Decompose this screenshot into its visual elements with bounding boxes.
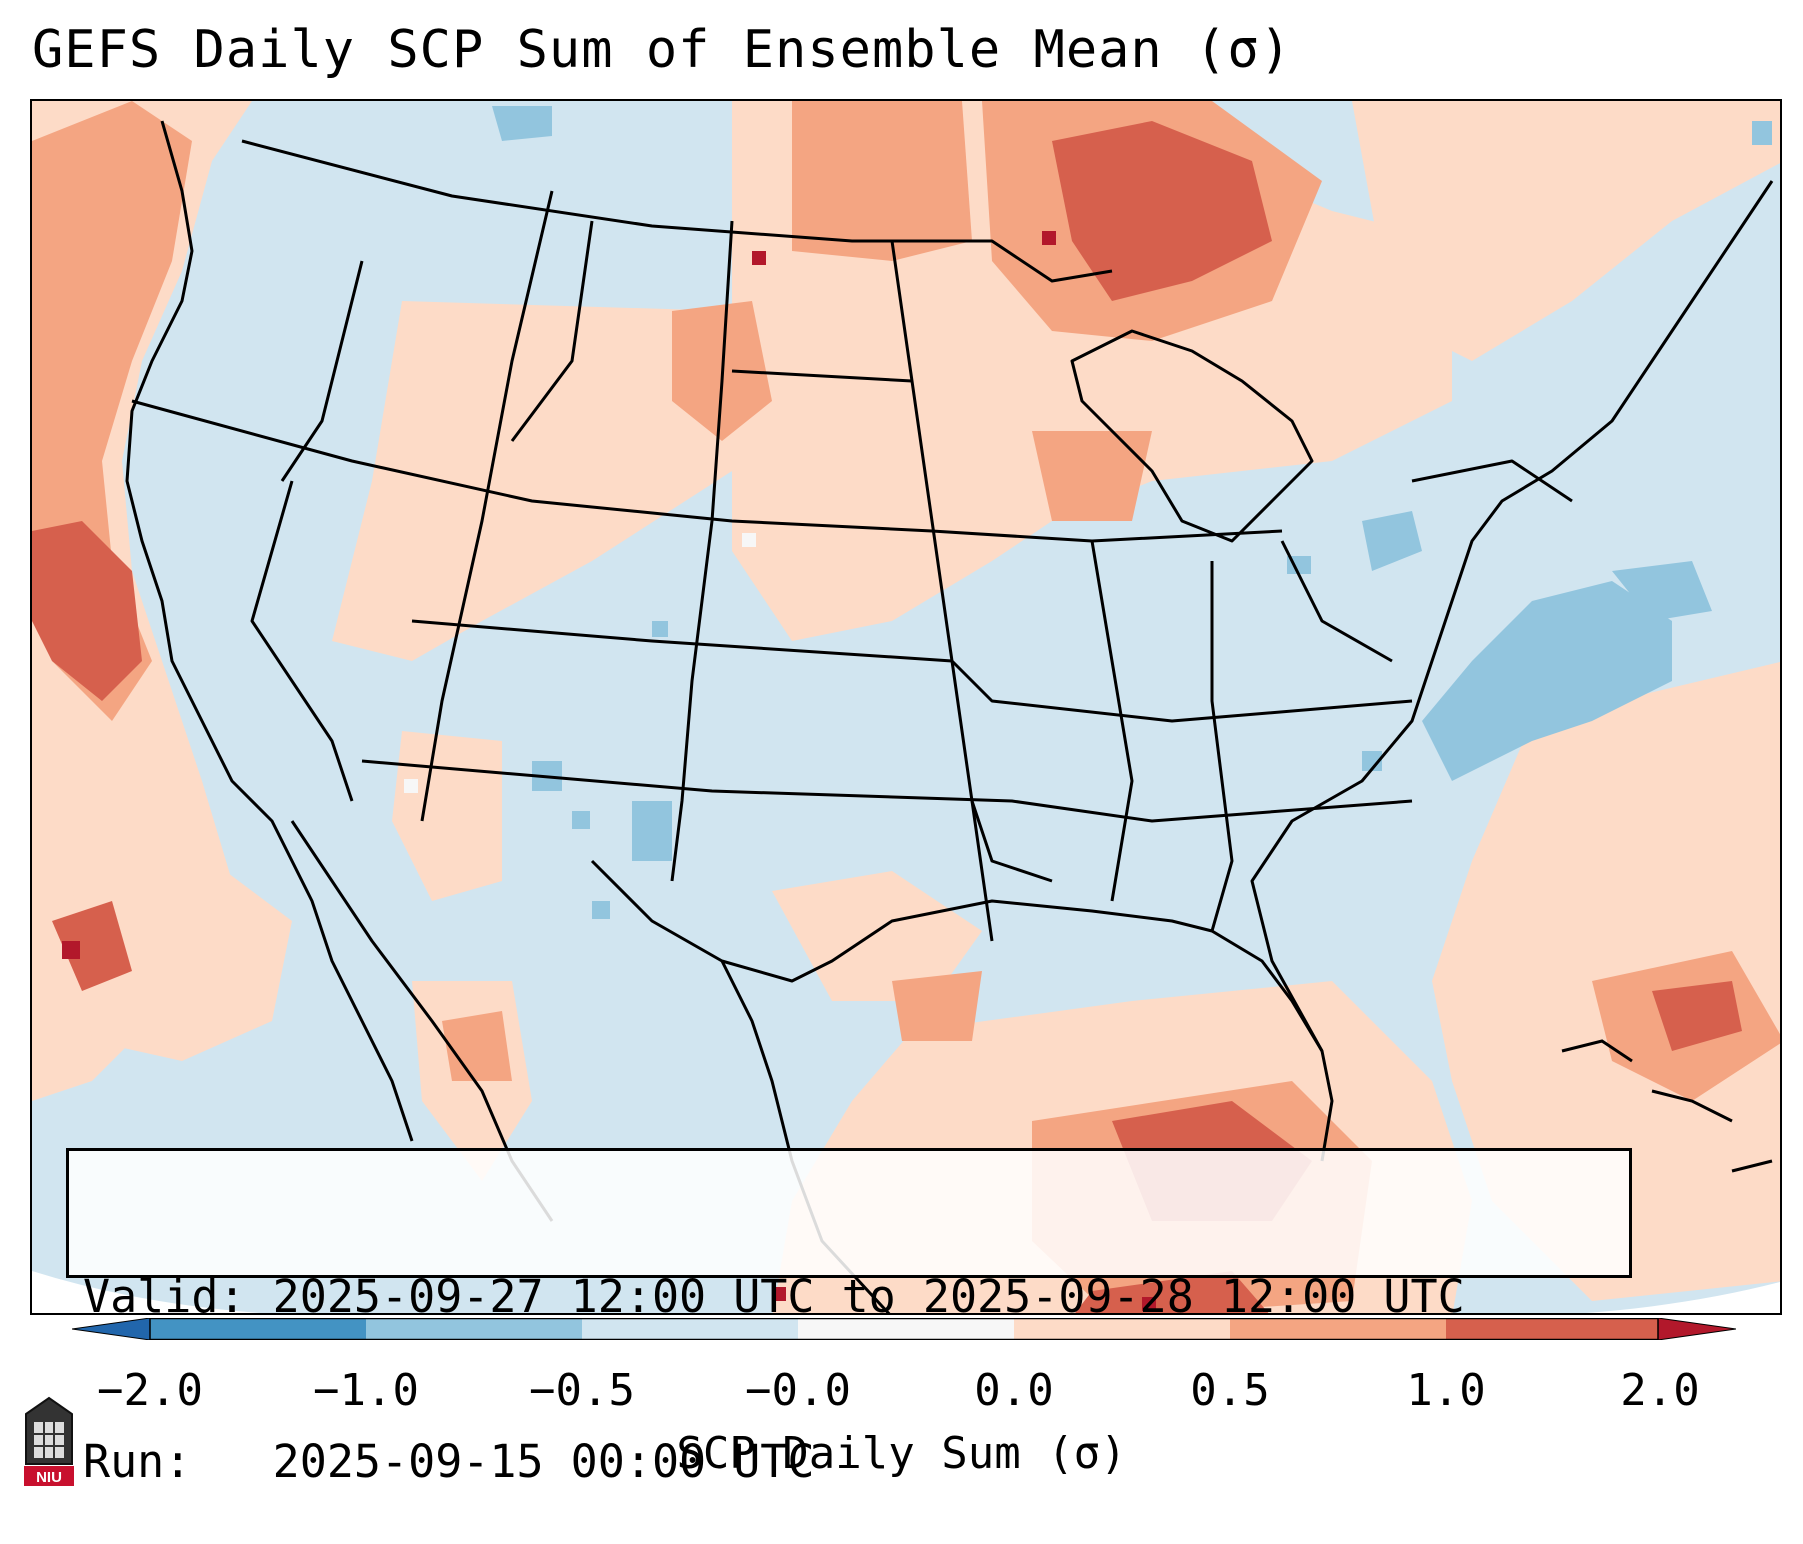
state-line-5: [420, 190, 554, 822]
colorbar-label: SCP Daily Sum (σ): [676, 1428, 1127, 1479]
colorbar: [72, 1318, 1736, 1340]
east-coast: [1250, 180, 1774, 1052]
state-line-12: [280, 260, 364, 482]
state-line-3: [411, 619, 1413, 723]
colorbar-segment-6: [1230, 1318, 1446, 1340]
colorbar-segment-1: [150, 1318, 366, 1340]
colorbar-tick-4: −0.0: [745, 1365, 851, 1416]
validity-info-box: Valid: 2025-09-27 12:00 UTC to 2025-09-2…: [66, 1148, 1632, 1488]
colorbar-tick-7: 1.0: [1406, 1365, 1486, 1416]
colorbar-tick-2: −1.0: [313, 1365, 419, 1416]
scp-map: [32, 101, 1780, 1313]
state-line-8: [1090, 540, 1134, 902]
state-line-7: [890, 240, 994, 942]
state-line-13: [510, 220, 594, 442]
canada-border: [241, 139, 1113, 283]
run-time-line: Run: 2025-09-15 00:00 UTC: [83, 1435, 815, 1488]
great-lakes-outline: [1070, 329, 1314, 543]
state-line-9: [1210, 561, 1234, 932]
niu-logo: NIU: [24, 1396, 74, 1486]
colorbar-tick-1: −2.0: [97, 1365, 203, 1416]
state-line-6: [670, 220, 734, 882]
near-zero-cells: [404, 533, 756, 793]
map-title: GEFS Daily SCP Sum of Ensemble Mean (σ): [32, 20, 1292, 80]
caribbean-islands: [1561, 1039, 1773, 1173]
colorbar-segment-7: [1446, 1318, 1658, 1340]
colorbar-tick-8: 2.0: [1620, 1365, 1700, 1416]
state-line-14: [731, 369, 913, 383]
state-line-10: [1280, 540, 1393, 663]
state-line-2: [250, 480, 354, 802]
colorbar-tick-3: −0.5: [529, 1365, 635, 1416]
colorbar-outline: [149, 1318, 1659, 1340]
state-line-4: [361, 759, 1413, 823]
colorbar-tick-5: 0.0: [974, 1365, 1054, 1416]
state-line-15: [970, 800, 1053, 883]
colorbar-tick-6: 0.5: [1190, 1365, 1270, 1416]
colorbar-segment-3: [582, 1318, 798, 1340]
colorbar-segment-5: [1014, 1318, 1230, 1340]
west-coast: [125, 120, 414, 1142]
colorbar-segment-2: [366, 1318, 582, 1340]
colorbar-segment-4: [798, 1318, 1014, 1340]
colorbar-extend-low: [72, 1318, 151, 1340]
state-line-11: [1411, 459, 1573, 503]
valid-time-line: Valid: 2025-09-27 12:00 UTC to 2025-09-2…: [83, 1270, 1465, 1323]
map-panel: [30, 99, 1782, 1315]
logo-text: NIU: [36, 1469, 62, 1486]
geographic-boundaries: [125, 120, 1774, 1313]
extreme-anomaly-cells: [62, 231, 1156, 1311]
colorbar-extend-high: [1657, 1318, 1736, 1340]
